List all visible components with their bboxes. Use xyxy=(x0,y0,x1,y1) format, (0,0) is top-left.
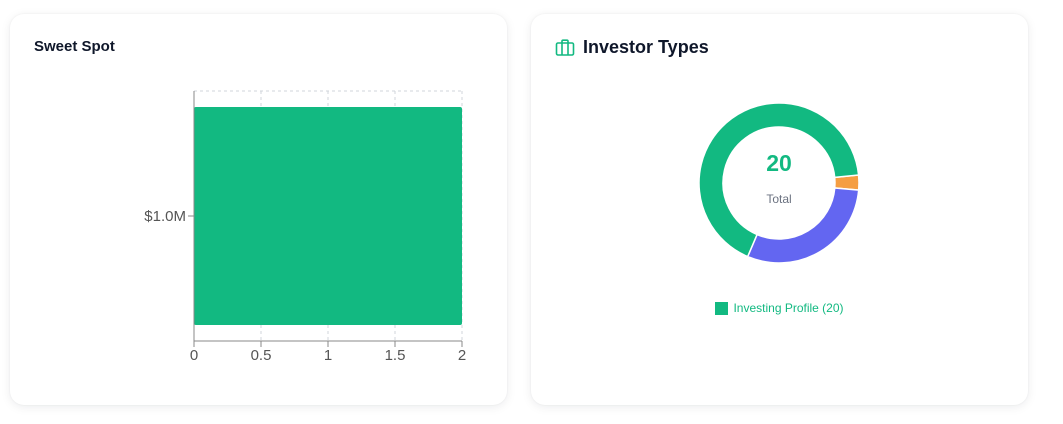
investor-types-title: Investor Types xyxy=(583,37,709,57)
sweet-spot-card: Sweet Spot 0 0.5 1 1.5 2 $1.0M xyxy=(10,14,507,405)
legend-swatch xyxy=(715,301,729,315)
investor-types-header: Investor Types xyxy=(555,37,709,58)
x-tick-label: 1.5 xyxy=(385,347,406,364)
x-tick-label: 1 xyxy=(324,347,332,364)
donut-legend[interactable]: Investing Profile (20) xyxy=(531,301,1028,315)
donut-total-value: 20 xyxy=(766,150,792,176)
grid xyxy=(194,90,463,341)
y-tick-label: $1.0M xyxy=(144,208,186,225)
donut-slice-3 xyxy=(698,102,860,258)
investor-types-donut: 20 Total xyxy=(698,102,860,264)
donut-total-label: Total xyxy=(766,192,791,206)
donut-slices xyxy=(698,102,860,264)
sweet-spot-title: Sweet Spot xyxy=(34,38,115,55)
legend-label: Investing Profile (20) xyxy=(733,301,844,315)
sweet-spot-chart: 0 0.5 1 1.5 2 $1.0M xyxy=(144,90,466,364)
bar-1m xyxy=(194,107,462,325)
donut-slice-2 xyxy=(746,187,860,264)
x-tick-label: 0.5 xyxy=(251,347,272,364)
investor-types-card: Investor Types 20 Total Investing Profil… xyxy=(531,14,1028,405)
briefcase-icon xyxy=(555,38,575,56)
x-tick-label: 0 xyxy=(190,347,198,364)
x-tick-label: 2 xyxy=(458,347,466,364)
